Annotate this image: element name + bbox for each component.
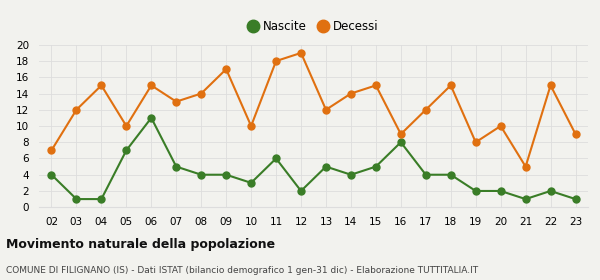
Decessi (98, 84, 105, 87)
Nascite (422, 173, 430, 176)
Decessi (347, 92, 355, 95)
Decessi (572, 132, 579, 136)
Decessi (322, 108, 329, 111)
Nascite (572, 197, 579, 201)
Nascite (347, 173, 355, 176)
Decessi (272, 59, 280, 63)
Nascite (248, 181, 255, 185)
Nascite (372, 165, 379, 168)
Nascite (547, 189, 554, 193)
Decessi (497, 124, 504, 128)
Nascite (148, 116, 155, 120)
Nascite (123, 149, 130, 152)
Nascite (397, 141, 404, 144)
Nascite (173, 165, 180, 168)
Decessi (223, 67, 230, 71)
Decessi (48, 149, 55, 152)
Decessi (372, 84, 379, 87)
Nascite (197, 173, 205, 176)
Nascite (497, 189, 504, 193)
Decessi (148, 84, 155, 87)
Decessi (547, 84, 554, 87)
Nascite (48, 173, 55, 176)
Nascite (322, 165, 329, 168)
Decessi (472, 141, 479, 144)
Decessi (397, 132, 404, 136)
Decessi (123, 124, 130, 128)
Nascite (522, 197, 529, 201)
Nascite (223, 173, 230, 176)
Line: Nascite: Nascite (48, 115, 579, 202)
Decessi (73, 108, 80, 111)
Nascite (298, 189, 305, 193)
Text: COMUNE DI FILIGNANO (IS) - Dati ISTAT (bilancio demografico 1 gen-31 dic) - Elab: COMUNE DI FILIGNANO (IS) - Dati ISTAT (b… (6, 266, 478, 275)
Nascite (272, 157, 280, 160)
Decessi (248, 124, 255, 128)
Decessi (173, 100, 180, 103)
Decessi (298, 51, 305, 55)
Legend: Nascite, Decessi: Nascite, Decessi (244, 15, 383, 38)
Decessi (422, 108, 430, 111)
Nascite (447, 173, 454, 176)
Decessi (447, 84, 454, 87)
Nascite (472, 189, 479, 193)
Decessi (522, 165, 529, 168)
Text: Movimento naturale della popolazione: Movimento naturale della popolazione (6, 238, 275, 251)
Decessi (197, 92, 205, 95)
Nascite (73, 197, 80, 201)
Nascite (98, 197, 105, 201)
Line: Decessi: Decessi (48, 50, 579, 170)
